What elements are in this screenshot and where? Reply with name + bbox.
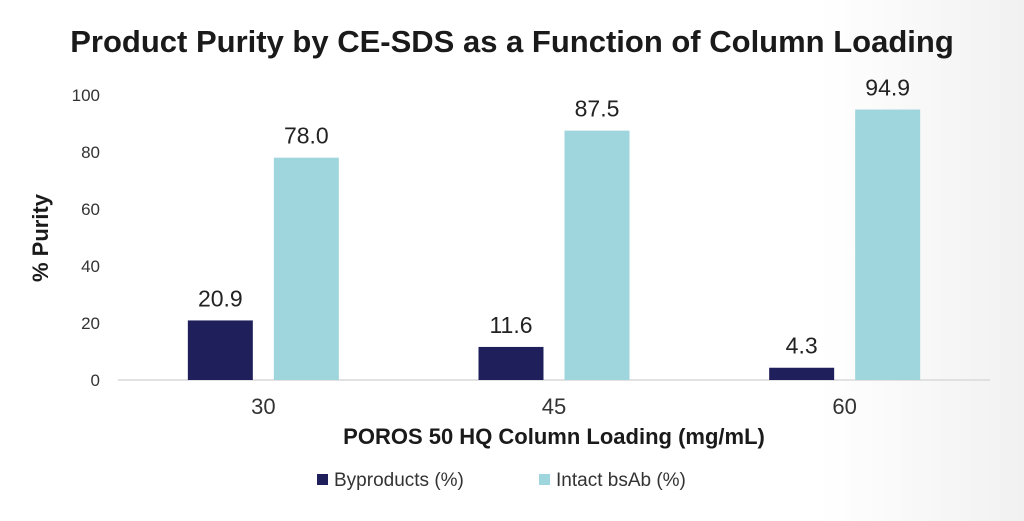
bars-group [187, 109, 921, 380]
x-tick-label: 60 [832, 394, 856, 419]
x-tick-label: 30 [251, 394, 275, 419]
x-axis-ticks: 30 45 60 [251, 394, 857, 419]
legend-swatch-intact-bsab [539, 474, 550, 485]
legend-swatch-byproducts [317, 474, 328, 485]
y-axis-ticks: 0 20 40 60 80 100 [72, 86, 100, 390]
y-axis-label: % Purity [28, 193, 53, 282]
data-label: 94.9 [865, 75, 910, 101]
x-axis-label: POROS 50 HQ Column Loading (mg/mL) [343, 424, 765, 449]
bar-byproducts-60 [769, 367, 835, 380]
y-tick-label: 60 [81, 200, 100, 219]
bar-byproducts-30 [187, 320, 253, 380]
data-label: 20.9 [198, 285, 243, 311]
legend-label-byproducts: Byproducts (%) [334, 470, 464, 491]
y-tick-label: 40 [81, 257, 100, 276]
data-label: 78.0 [284, 123, 329, 149]
bar-intact-bsab-45 [564, 130, 630, 380]
y-tick-label: 0 [91, 371, 100, 390]
chart-title: Product Purity by CE-SDS as a Function o… [70, 24, 954, 59]
data-label: 4.3 [786, 333, 818, 359]
bar-byproducts-45 [478, 346, 544, 380]
bar-intact-bsab-30 [273, 157, 339, 380]
data-labels-group: 20.9 78.0 11.6 87.5 4.3 94.9 [198, 75, 910, 359]
data-label: 87.5 [575, 96, 620, 122]
legend: Byproducts (%) Intact bsAb (%) [317, 470, 686, 491]
y-tick-label: 80 [81, 143, 100, 162]
y-tick-label: 100 [72, 86, 100, 105]
legend-label-intact-bsab: Intact bsAb (%) [556, 470, 686, 491]
x-tick-label: 45 [542, 394, 566, 419]
bar-intact-bsab-60 [855, 109, 921, 380]
y-tick-label: 20 [81, 314, 100, 333]
data-label: 11.6 [489, 312, 532, 338]
